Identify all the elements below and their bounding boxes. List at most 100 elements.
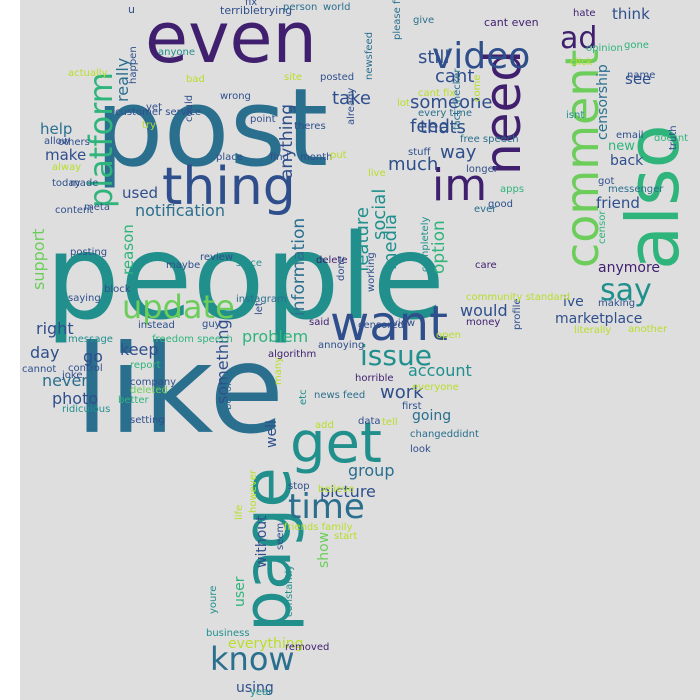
word-isnt: isnt bbox=[566, 110, 584, 121]
word-something: something bbox=[213, 319, 232, 404]
word-allow: allow bbox=[44, 136, 70, 147]
word-could: could bbox=[184, 95, 195, 122]
word-anymore: anymore bbox=[598, 260, 660, 276]
word-im: im bbox=[432, 160, 487, 211]
word-working: working bbox=[366, 252, 377, 292]
word-annoying: annoying bbox=[318, 340, 364, 351]
word-well: well bbox=[264, 420, 280, 448]
word-delete: delete bbox=[316, 255, 348, 266]
word-want: want bbox=[330, 296, 448, 352]
word-add: add bbox=[315, 420, 334, 431]
word-setting: setting bbox=[130, 415, 165, 426]
word-email: email bbox=[616, 130, 644, 141]
word-cloud-background bbox=[20, 0, 700, 700]
word-site: site bbox=[284, 72, 302, 83]
word-got: got bbox=[598, 176, 614, 187]
word-deleted: deleted bbox=[130, 385, 168, 396]
word-year: year bbox=[250, 687, 273, 698]
word-seem: seem bbox=[275, 523, 286, 550]
word-let: let bbox=[254, 302, 265, 315]
word-meta: meta bbox=[84, 202, 110, 213]
word-censorship: censorship bbox=[595, 64, 611, 140]
word-terribletrying: terribletrying bbox=[220, 4, 292, 17]
word-also: also bbox=[611, 124, 695, 270]
word-even: even bbox=[145, 0, 317, 79]
word-help: help bbox=[40, 120, 72, 138]
word-customer-service: customer service bbox=[115, 107, 201, 118]
word-report: report bbox=[130, 360, 161, 371]
word-become: become bbox=[223, 370, 234, 410]
word-however: however bbox=[248, 469, 259, 513]
word-longer: longer bbox=[466, 164, 499, 175]
word-news-feed: news feed bbox=[314, 390, 365, 401]
word-live: live bbox=[368, 168, 386, 179]
word-first: first bbox=[402, 401, 422, 412]
word-doesnt: doesnt bbox=[654, 133, 688, 144]
word-notification: notification bbox=[135, 201, 225, 220]
word-care: care bbox=[475, 260, 497, 271]
word-etc: etc bbox=[298, 389, 309, 405]
word-like: like bbox=[75, 319, 284, 461]
word-cannot: cannot bbox=[22, 364, 56, 375]
word-yet: yet bbox=[146, 102, 162, 113]
word-guy: guy bbox=[202, 319, 221, 330]
word-truth: truth bbox=[668, 125, 679, 150]
word-anything: anything bbox=[277, 104, 297, 179]
word-take: take bbox=[332, 88, 371, 109]
word-making: making bbox=[598, 298, 635, 309]
word-censor: censor bbox=[597, 210, 608, 244]
word-time: time bbox=[288, 487, 365, 527]
word-another: another bbox=[628, 324, 668, 335]
word-view: view bbox=[392, 318, 415, 329]
word-profile: profile bbox=[512, 298, 523, 330]
word-company: company bbox=[130, 377, 176, 388]
word-fact-checker: fact checker bbox=[452, 68, 463, 130]
word-give: give bbox=[413, 15, 434, 26]
word-get: get bbox=[290, 411, 382, 476]
word-censored: censored bbox=[358, 320, 404, 331]
word-video: video bbox=[432, 36, 530, 77]
word-new: new bbox=[608, 139, 635, 154]
word-think: think bbox=[612, 5, 650, 23]
word-maybe: maybe bbox=[166, 260, 200, 271]
word-go: go bbox=[83, 347, 103, 366]
word-click: click bbox=[570, 57, 593, 68]
word-fix: fix bbox=[245, 0, 257, 8]
word-point: point bbox=[250, 114, 276, 125]
word-control: control bbox=[68, 363, 103, 374]
word-today: today bbox=[52, 178, 81, 189]
word-used: used bbox=[122, 184, 158, 202]
word-reason: reason bbox=[119, 224, 137, 275]
word-completely: completely bbox=[420, 217, 431, 272]
word-picture: picture bbox=[320, 482, 376, 501]
word-try: try bbox=[142, 120, 156, 131]
word-never: never bbox=[42, 371, 88, 390]
word-money: money bbox=[466, 317, 500, 328]
word-youre: youre bbox=[208, 586, 219, 614]
word-removed: removed bbox=[285, 642, 329, 653]
word-said: said bbox=[309, 317, 329, 328]
word-make: make bbox=[45, 146, 86, 164]
word-name: name bbox=[627, 70, 655, 81]
word-actually: actually bbox=[68, 68, 108, 79]
word-gone: gone bbox=[624, 40, 649, 51]
word-ever: ever bbox=[474, 204, 497, 215]
word-believe: believe bbox=[318, 484, 354, 495]
word-user: user bbox=[232, 576, 248, 607]
word-everything: everything bbox=[228, 636, 304, 652]
word-account: account bbox=[408, 361, 472, 380]
word-opinion: opinion bbox=[586, 43, 623, 54]
word-come: come bbox=[472, 74, 483, 102]
word-content: content bbox=[55, 205, 93, 216]
word-community-standard: community standard bbox=[466, 292, 570, 303]
word-keep: keep bbox=[120, 340, 159, 359]
word-business: business bbox=[206, 628, 250, 639]
word-tell: tell bbox=[382, 417, 398, 428]
word-page: page bbox=[229, 467, 306, 632]
word-every-time: every time bbox=[418, 108, 472, 119]
word-update: update bbox=[122, 288, 235, 326]
word-already: already bbox=[346, 88, 357, 125]
word-friend: friend bbox=[596, 194, 640, 212]
